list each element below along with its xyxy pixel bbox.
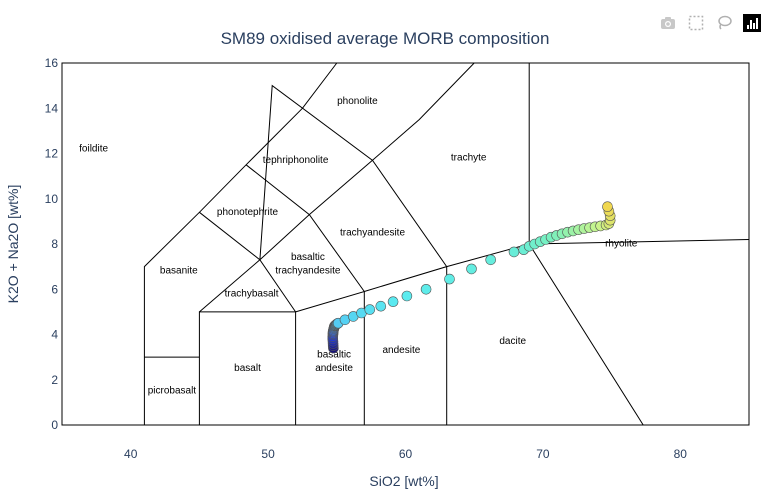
field-label: basaltic: [317, 350, 351, 361]
box-select-icon[interactable]: [687, 14, 705, 32]
field-label: phonotephrite: [217, 207, 279, 218]
y-tick-label: 14: [45, 101, 59, 115]
y-tick-label: 12: [45, 147, 59, 161]
x-axis-label: SiO2 [wt%]: [369, 473, 438, 489]
x-tick-label: 60: [399, 447, 413, 461]
y-tick-label: 0: [51, 418, 58, 432]
field-boundary-line: [259, 84, 448, 267]
y-tick-label: 6: [51, 282, 58, 296]
data-point[interactable]: [602, 201, 613, 212]
plot-area[interactable]: [61, 62, 750, 426]
field-label: rhyolite: [605, 239, 638, 250]
data-point[interactable]: [364, 304, 376, 315]
field-label: dacite: [499, 336, 526, 347]
y-tick-label: 2: [51, 373, 58, 387]
field-boundary-line: [245, 164, 365, 292]
field-label: basalt: [234, 363, 261, 374]
field-label: foildite: [79, 144, 108, 155]
x-tick-label: 70: [536, 447, 550, 461]
data-point[interactable]: [444, 273, 455, 285]
y-tick-label: 10: [45, 192, 59, 206]
lasso-icon[interactable]: [715, 14, 733, 32]
modebar: [659, 14, 761, 32]
field-boundary-line: [198, 311, 297, 425]
field-label: andesite: [315, 363, 353, 374]
data-point[interactable]: [508, 246, 520, 258]
field-label: picrobasalt: [148, 386, 197, 397]
field-label: trachyandesite: [275, 266, 340, 277]
field-label: andesite: [382, 345, 420, 356]
plotly-logo-icon[interactable]: [743, 14, 761, 32]
field-boundary-line: [529, 239, 750, 245]
camera-icon[interactable]: [659, 14, 677, 32]
field-label: trachyte: [451, 153, 487, 164]
data-point[interactable]: [387, 296, 399, 308]
y-tick-label: 4: [51, 328, 58, 342]
field-label: phonolite: [337, 96, 378, 107]
data-point[interactable]: [485, 254, 497, 266]
data-point[interactable]: [466, 263, 477, 275]
y-tick-label: 16: [45, 56, 59, 70]
data-point[interactable]: [401, 290, 413, 302]
data-point[interactable]: [375, 300, 387, 312]
y-axis-label: K2O + Na2O [wt%]: [5, 185, 21, 304]
field-label: trachyandesite: [340, 227, 405, 238]
field-boundary-line: [143, 62, 338, 425]
x-tick-label: 40: [124, 447, 138, 461]
x-tick-label: 80: [674, 447, 688, 461]
data-markers[interactable]: [327, 201, 616, 354]
field-label: basaltic: [291, 252, 325, 263]
x-tick-label: 50: [261, 447, 275, 461]
axes: 40 50 60 70 80 0 2 4 6 8 10 12 14 16: [45, 56, 688, 461]
field-label: trachybasalt: [225, 288, 279, 299]
field-label: basanite: [160, 266, 198, 277]
plot-frame: [61, 62, 750, 426]
field-labels: foildite phonolite tephriphonolite trachyte…: [79, 96, 638, 397]
field-boundary-line: [199, 62, 475, 313]
data-point[interactable]: [420, 283, 432, 295]
chart-title: SM89 oxidised average MORB composition: [221, 29, 550, 48]
field-label: tephriphonolite: [263, 155, 329, 166]
y-tick-label: 8: [51, 237, 58, 251]
